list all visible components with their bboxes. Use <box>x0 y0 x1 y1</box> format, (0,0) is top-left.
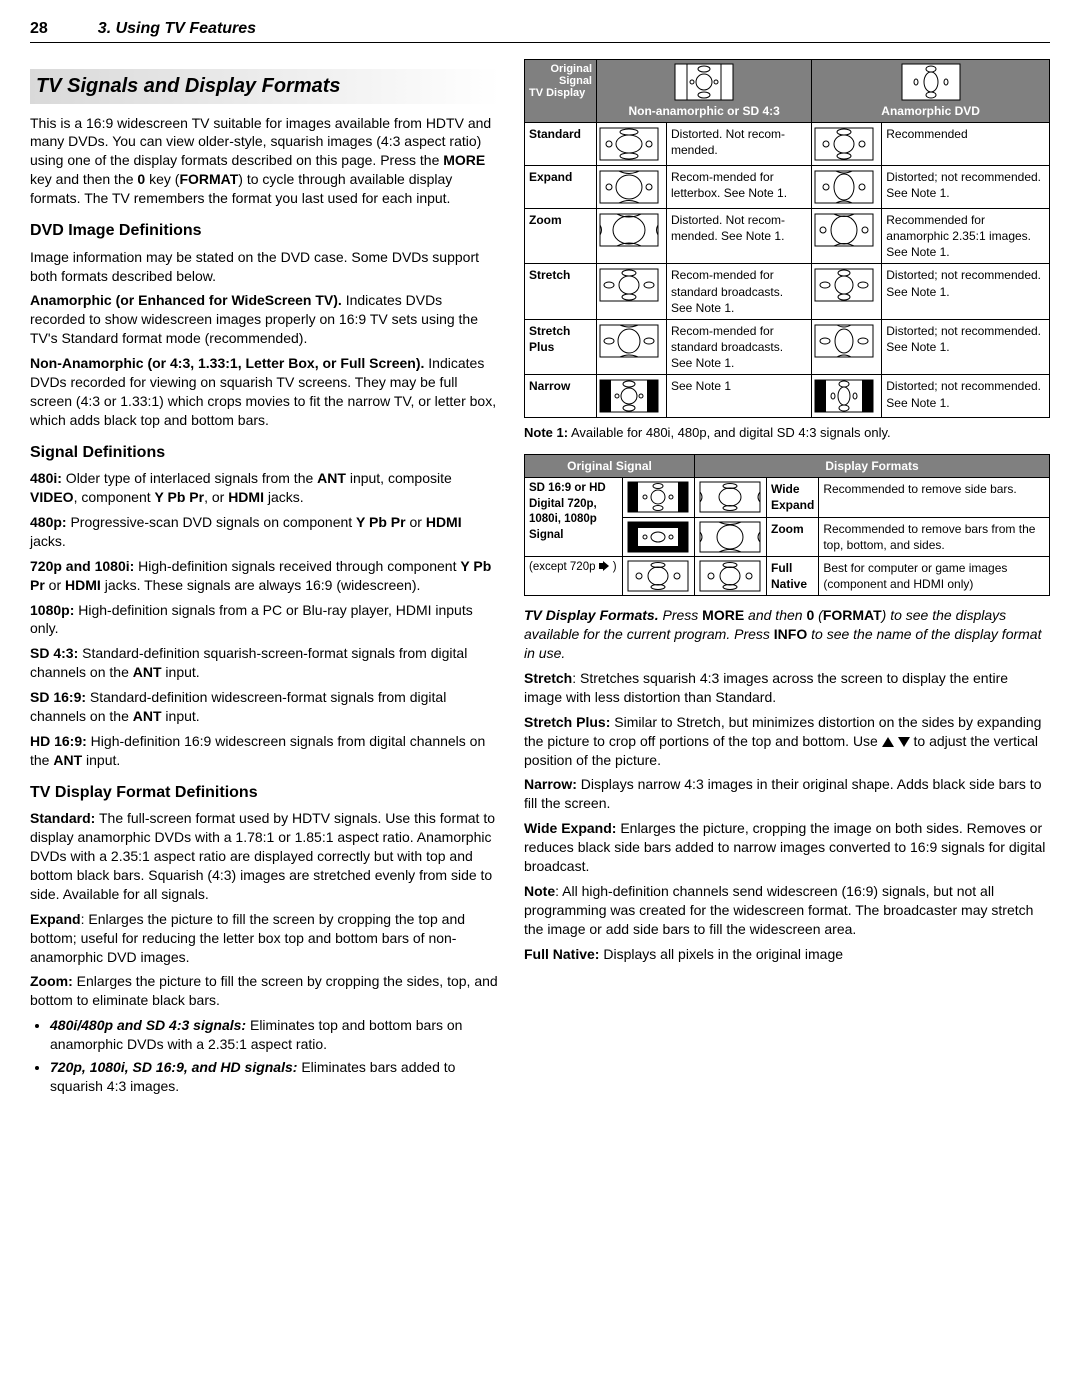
sig-sd43: SD 4:3: Standard-definition squarish-scr… <box>30 644 500 682</box>
row-zoom: Zoom Distorted. Not recom-mended. See No… <box>525 208 1050 264</box>
chapter-title: 3. Using TV Features <box>98 18 256 40</box>
sig-480p: 480p: Progressive-scan DVD signals on co… <box>30 513 500 551</box>
row-standard: Standard Distorted. Not recom-mended. Re… <box>525 122 1050 165</box>
format-table-2: Original Signal Display Formats SD 16:9 … <box>524 454 1050 596</box>
fmt-stretch: Stretch: Stretches squarish 4:3 images a… <box>524 669 1050 707</box>
sig-1080p: 1080p: High-definition signals from a PC… <box>30 601 500 639</box>
page-number: 28 <box>30 18 48 40</box>
t2-row3: (except 720p ) Full Native Best for comp… <box>525 556 1050 595</box>
dvd-ana: Anamorphic (or Enhanced for WideScreen T… <box>30 291 500 348</box>
zoom-bullets: 480i/480p and SD 4:3 signals: Eliminates… <box>50 1016 500 1096</box>
bullet-1: 480i/480p and SD 4:3 signals: Eliminates… <box>50 1016 500 1054</box>
sig-hd169: HD 16:9: High-definition 16:9 widescreen… <box>30 732 500 770</box>
table1-note: Note 1: Available for 480i, 480p, and di… <box>524 424 1050 442</box>
format-table-1: Original Signal TV Display Non-anamorphi… <box>524 59 1050 419</box>
row-narrow: Narrow See Note 1 Distorted; not recomme… <box>525 375 1050 418</box>
row-stretchplus: Stretch Plus Recom-mended for standard b… <box>525 319 1050 375</box>
row-expand: Expand Recom-mended for letterbox. See N… <box>525 165 1050 208</box>
sig-720-1080i: 720p and 1080i: High-definition signals … <box>30 557 500 595</box>
fmt-zoom: Zoom: Enlarges the picture to fill the s… <box>30 972 500 1010</box>
intro-paragraph: This is a 16:9 widescreen TV suitable fo… <box>30 114 500 208</box>
bullet-2: 720p, 1080i, SD 16:9, and HD signals: El… <box>50 1058 500 1096</box>
fmt-wideexp: Wide Expand: Enlarges the picture, cropp… <box>524 819 1050 876</box>
dvd-p1: Image information may be stated on the D… <box>30 248 500 286</box>
fmt-note: Note: All high-definition channels send … <box>524 882 1050 939</box>
fmt-heading: TV Display Format Definitions <box>30 782 500 804</box>
fmt-std: Standard: The full-screen format used by… <box>30 809 500 903</box>
hdr-nonana: Non-anamorphic or SD 4:3 <box>597 59 812 122</box>
page-header: 28 3. Using TV Features <box>30 18 1050 40</box>
hdr-ana: Anamorphic DVD <box>812 59 1050 122</box>
t2-row1: SD 16:9 or HD Digital 720p, 1080i, 1080p… <box>525 478 1050 517</box>
dvd-heading: DVD Image Definitions <box>30 220 500 242</box>
caption: TV Display Formats. Press MORE and then … <box>524 606 1050 663</box>
section-title: TV Signals and Display Formats <box>30 69 500 104</box>
triangle-up-icon <box>882 737 894 747</box>
sig-480i: 480i: Older type of interlaced signals f… <box>30 469 500 507</box>
hdr-diag: Original Signal TV Display <box>525 59 597 122</box>
row-stretch: Stretch Recom-mended for standard broadc… <box>525 264 1050 320</box>
header-rule <box>30 42 1050 43</box>
sig-heading: Signal Definitions <box>30 442 500 464</box>
triangle-down-icon <box>898 737 910 747</box>
dvd-non: Non-Anamorphic (or 4:3, 1.33:1, Letter B… <box>30 354 500 430</box>
fmt-exp: Expand: Enlarges the picture to fill the… <box>30 910 500 967</box>
fmt-narrow: Narrow: Displays narrow 4:3 images in th… <box>524 775 1050 813</box>
speaker-icon <box>599 561 613 571</box>
fmt-full: Full Native: Displays all pixels in the … <box>524 945 1050 964</box>
fmt-stretchplus: Stretch Plus: Similar to Stretch, but mi… <box>524 713 1050 770</box>
sig-sd169: SD 16:9: Standard-definition widescreen-… <box>30 688 500 726</box>
